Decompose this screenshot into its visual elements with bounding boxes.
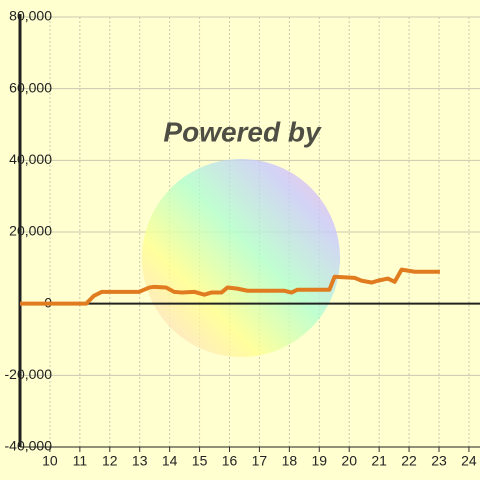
y-tick-label: -40,000 [5,438,53,454]
y-tick-label: 60,000 [9,79,52,95]
x-tick-label: 21 [371,453,387,469]
x-tick-label: 16 [222,453,238,469]
x-tick-label: 11 [73,453,88,469]
x-tick-label: 23 [431,453,447,469]
y-tick-label: 80,000 [9,8,52,24]
x-tick-label: 18 [282,453,298,469]
x-tick-label: 19 [311,453,327,469]
watermark: Powered by [163,116,322,147]
y-tick-label: 40,000 [9,151,52,167]
line-series [20,267,440,306]
x-tick-label: 15 [192,453,208,469]
x-tick-label: 20 [341,453,357,469]
watermark-logo [142,159,340,357]
x-tick-label: 13 [132,453,148,469]
x-tick-label: 17 [252,453,268,469]
x-tick-label: 14 [162,453,178,469]
x-tick-label: 12 [102,453,118,469]
y-tick-label: 20,000 [9,223,52,239]
x-tick-label: 10 [42,453,58,469]
plot: -40,000-20,000020,00040,00060,00080,0001… [5,8,480,469]
x-tick-label: 22 [401,453,417,469]
y-tick-label: -20,000 [5,366,53,382]
x-tick-label: 24 [461,453,477,469]
